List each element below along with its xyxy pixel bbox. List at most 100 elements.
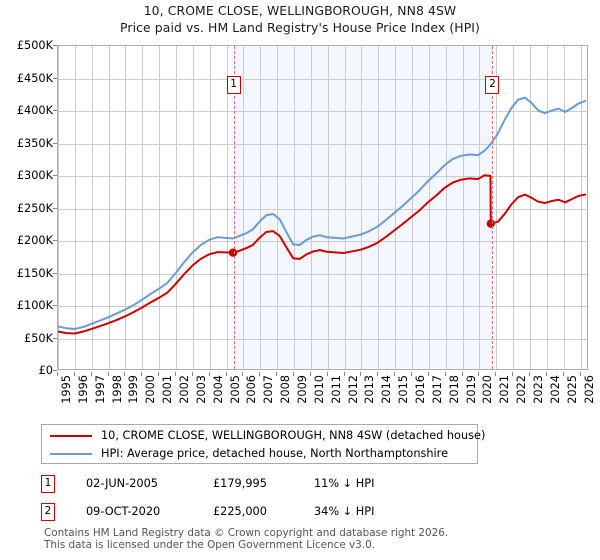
y-axis-tick <box>53 208 57 209</box>
copyright-footer: Contains HM Land Registry data © Crown c… <box>44 527 584 551</box>
event-number-badge-2[interactable]: 2 <box>485 76 500 94</box>
x-axis-tick <box>242 372 243 376</box>
gridline-vertical <box>75 46 76 369</box>
y-axis-tick <box>53 110 57 111</box>
gridline-horizontal <box>58 111 587 112</box>
legend-label-hpi: HPI: Average price, detached house, Nort… <box>101 447 449 460</box>
price-paid-line <box>58 175 585 333</box>
x-axis-tick-label: 1996 <box>76 375 90 404</box>
gridline-horizontal <box>58 339 587 340</box>
y-axis-tick <box>53 370 57 371</box>
x-axis-tick-label: 2025 <box>565 375 579 404</box>
y-axis-tick-label: £350K <box>16 136 53 150</box>
gridline-vertical <box>243 46 244 369</box>
y-axis-tick <box>53 143 57 144</box>
x-axis-tick-label: 2009 <box>296 375 309 404</box>
x-axis-tick <box>276 372 277 376</box>
x-axis-tick-label: 2021 <box>498 375 512 404</box>
gridline-horizontal <box>58 241 587 242</box>
gridline-horizontal <box>58 144 587 145</box>
x-axis-tick <box>411 372 412 376</box>
x-axis-tick-label: 2013 <box>363 375 377 404</box>
x-axis-tick <box>91 372 92 376</box>
x-axis-tick <box>478 372 479 376</box>
gridline-vertical <box>58 46 59 369</box>
gridline-vertical <box>345 46 346 369</box>
sale-point-1[interactable] <box>228 248 238 257</box>
transaction-hpi-delta-2: 34% ↓ HPI <box>314 505 375 518</box>
gridline-horizontal <box>58 79 587 80</box>
gridline-vertical <box>496 46 497 369</box>
series-lines <box>58 46 587 369</box>
chart-area: £0 £50K £100K £150K £200K £250K £300K £350K £400… <box>0 40 600 404</box>
y-axis-tick <box>53 240 57 241</box>
x-axis-tick-label: 2004 <box>211 375 225 404</box>
x-axis-tick <box>563 372 564 376</box>
gridline-vertical <box>109 46 110 369</box>
event-number-badge-1[interactable]: 1 <box>226 76 241 94</box>
x-axis-tick <box>360 372 361 376</box>
gridline-vertical <box>547 46 548 369</box>
y-axis-tick-label: £100K <box>16 299 53 312</box>
y-axis-tick-label: £50K <box>24 331 53 345</box>
x-axis-tick <box>529 372 530 376</box>
gridline-vertical <box>412 46 413 369</box>
gridline-vertical <box>277 46 278 369</box>
gridline-vertical <box>159 46 160 369</box>
x-axis-tick-label: 1995 <box>60 375 73 404</box>
x-axis: 1995 1996 1997 1998 1999 2000 2001 2002 2003 2004… <box>57 372 596 432</box>
gridline-vertical <box>328 46 329 369</box>
x-axis-tick <box>141 372 142 376</box>
x-axis-tick-label: 2015 <box>397 375 411 404</box>
x-axis-tick <box>580 372 581 376</box>
x-axis-tick <box>226 372 227 376</box>
legend-label-price-paid: 10, CROME CLOSE, WELLINGBOROUGH, NN8 4SW… <box>101 429 486 442</box>
x-axis-tick <box>209 372 210 376</box>
gridline-vertical <box>564 46 565 369</box>
gridline-horizontal <box>58 209 587 210</box>
y-axis-tick <box>53 273 57 274</box>
transaction-marker-1: 1 <box>41 475 55 493</box>
x-axis-tick <box>394 372 395 376</box>
gridline-vertical <box>530 46 531 369</box>
x-axis-tick-label: 2020 <box>481 375 495 404</box>
x-axis-tick-label: 2012 <box>346 375 360 404</box>
gridline-horizontal <box>58 176 587 177</box>
legend-swatch-hpi <box>50 453 92 455</box>
y-axis-tick-label: £400K <box>16 104 53 117</box>
gridline-vertical <box>361 46 362 369</box>
x-axis-tick <box>462 372 463 376</box>
title-line-subtitle: Price paid vs. HM Land Registry's House … <box>120 20 480 35</box>
transaction-price-1: £179,995 <box>213 477 267 490</box>
x-axis-tick <box>310 372 311 376</box>
y-axis-tick-label: £450K <box>16 71 53 85</box>
x-axis-tick-label: 2022 <box>515 375 529 404</box>
x-axis-tick <box>175 372 176 376</box>
transaction-date-1: 02-JUN-2005 <box>86 477 158 490</box>
chart-legend: 10, CROME CLOSE, WELLINGBOROUGH, NN8 4SW… <box>41 424 485 464</box>
x-axis-tick <box>344 372 345 376</box>
x-axis-tick <box>74 372 75 376</box>
gridline-vertical <box>479 46 480 369</box>
legend-swatch-price-paid <box>50 435 92 437</box>
x-axis-tick-label: 2002 <box>178 375 191 404</box>
page-title: 10, CROME CLOSE, WELLINGBOROUGH, NN8 4SW… <box>0 2 600 36</box>
gridline-vertical <box>92 46 93 369</box>
y-axis: £0 £50K £100K £150K £200K £250K £300K £350K £400… <box>0 40 57 376</box>
gridline-vertical <box>395 46 396 369</box>
gridline-vertical <box>210 46 211 369</box>
y-axis-tick-label: £150K <box>16 266 53 280</box>
transaction-date-2: 09-OCT-2020 <box>86 505 161 518</box>
gridline-vertical <box>463 46 464 369</box>
gridline-vertical <box>581 46 582 369</box>
gridline-vertical <box>311 46 312 369</box>
x-axis-tick <box>512 372 513 376</box>
title-line-address: 10, CROME CLOSE, WELLINGBOROUGH, NN8 4SW <box>143 3 457 18</box>
x-axis-tick <box>445 372 446 376</box>
x-axis-tick <box>192 372 193 376</box>
x-axis-tick <box>293 372 294 376</box>
gridline-vertical <box>513 46 514 369</box>
gridline-vertical <box>294 46 295 369</box>
sale-point-2[interactable] <box>486 219 495 228</box>
